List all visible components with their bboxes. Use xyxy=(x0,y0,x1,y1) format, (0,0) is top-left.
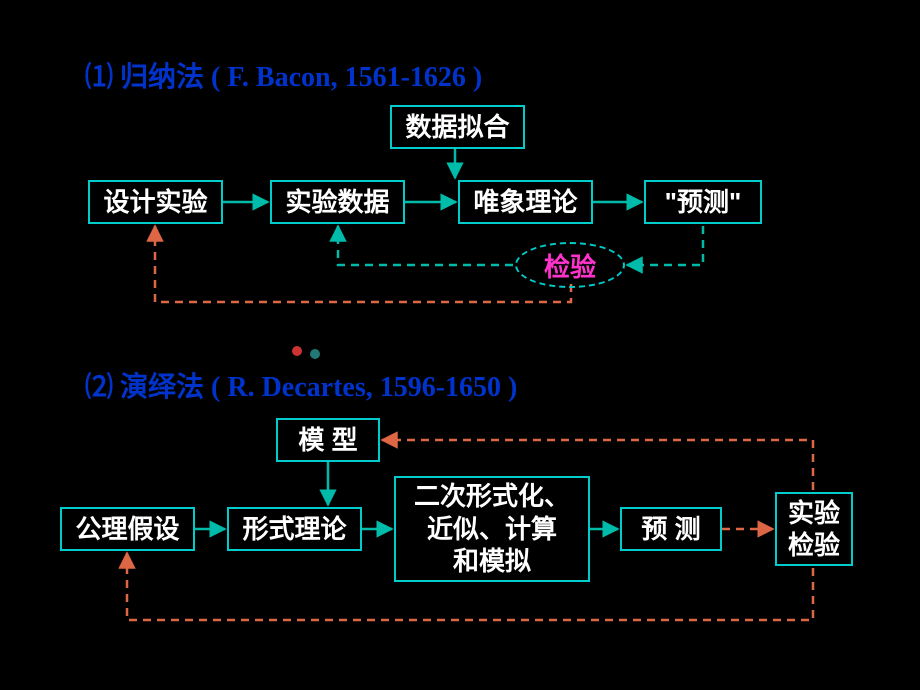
decorative-dot xyxy=(310,349,320,359)
heading-en: ( R. Decartes, 1596-1650 ) xyxy=(204,372,517,403)
node-b2-predict: 预 测 xyxy=(620,507,722,551)
heading-num: ⑵ xyxy=(85,372,113,403)
heading-num: ⑴ xyxy=(85,62,113,93)
node-b1-datafit: 数据拟合 xyxy=(390,105,525,149)
arrow-d-r1 xyxy=(155,226,571,302)
node-e1-verify: 检验 xyxy=(515,242,625,288)
flow-svg xyxy=(0,0,920,690)
node-b1-predict: "预测" xyxy=(644,180,762,224)
node-b2-compute: 二次形式化、 近似、计算 和模拟 xyxy=(394,476,590,582)
arrow-d-t1 xyxy=(627,226,703,265)
heading-cn: 归纳法 xyxy=(120,61,204,92)
node-b1-theory: 唯象理论 xyxy=(458,180,593,224)
heading-h2: ⑵ 演绎法 ( R. Decartes, 1596-1650 ) xyxy=(85,365,517,405)
heading-h1: ⑴ 归纳法 ( F. Bacon, 1561-1626 ) xyxy=(85,55,482,95)
arrow-d-t2 xyxy=(338,226,513,265)
heading-en: ( F. Bacon, 1561-1626 ) xyxy=(204,62,482,93)
decorative-dot xyxy=(292,346,302,356)
node-b1-data: 实验数据 xyxy=(270,180,405,224)
node-b2-verify: 实验 检验 xyxy=(775,492,853,566)
node-b2-formal: 形式理论 xyxy=(227,507,362,551)
node-b2-model: 模 型 xyxy=(276,418,380,462)
node-b2-axiom: 公理假设 xyxy=(60,507,195,551)
heading-cn: 演绎法 xyxy=(120,371,204,402)
node-b1-design: 设计实验 xyxy=(88,180,223,224)
